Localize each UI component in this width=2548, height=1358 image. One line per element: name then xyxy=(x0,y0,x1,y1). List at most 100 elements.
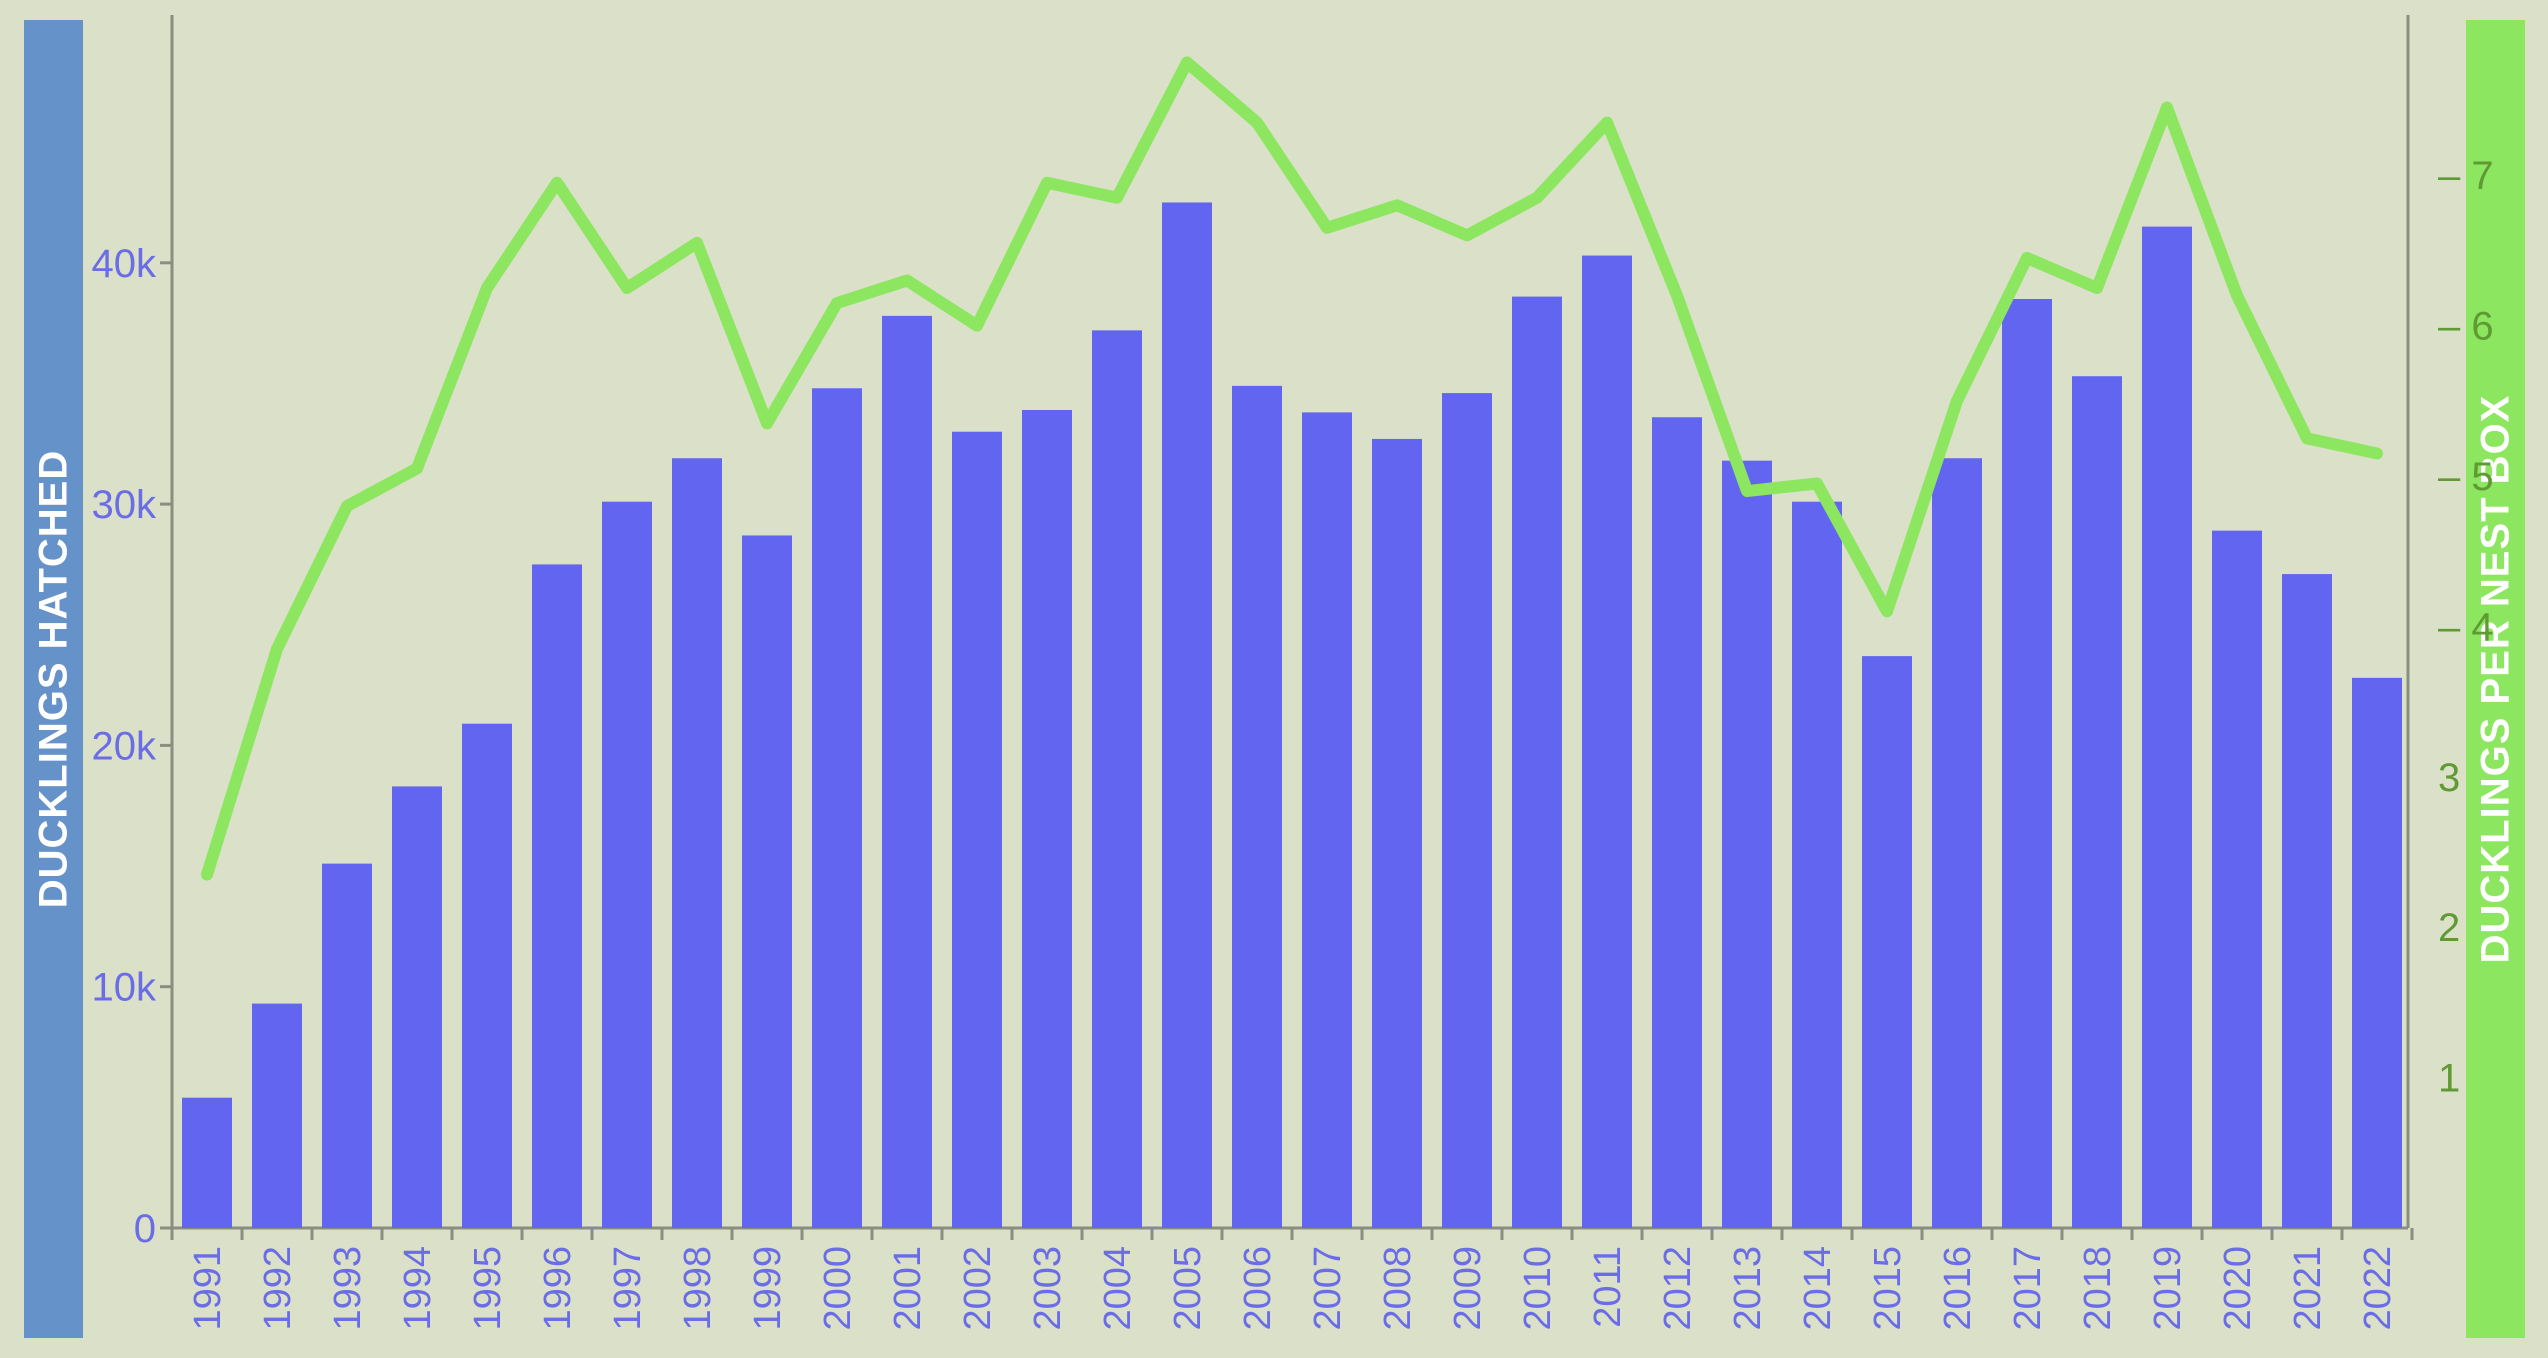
bar xyxy=(742,535,792,1228)
line-point xyxy=(696,241,698,244)
x-tick-label: 2007 xyxy=(1307,1246,1349,1331)
bar xyxy=(672,458,722,1228)
x-tick-label: 2005 xyxy=(1167,1246,1209,1331)
line-point xyxy=(1466,234,1468,237)
line-point xyxy=(416,467,418,470)
x-tick-label: 2000 xyxy=(817,1246,859,1331)
line-point xyxy=(2376,452,2378,455)
line-point xyxy=(1256,121,1258,124)
x-tick-label: 2004 xyxy=(1097,1246,1139,1331)
x-tick-label: 2001 xyxy=(887,1246,929,1331)
bar xyxy=(1442,393,1492,1228)
x-tick-label: 2022 xyxy=(2357,1246,2399,1331)
right-tick-label: – 4 xyxy=(2438,605,2494,649)
x-tick-label: 2013 xyxy=(1727,1246,1769,1331)
x-tick-label: 1995 xyxy=(467,1246,509,1331)
x-tick-label: 2021 xyxy=(2287,1246,2329,1331)
x-tick-label: 1992 xyxy=(257,1246,299,1331)
bar xyxy=(2142,226,2192,1229)
line-point xyxy=(2236,294,2238,297)
x-tick-label: 2019 xyxy=(2147,1246,2189,1331)
bar xyxy=(1862,656,1912,1228)
left-tick-label: 10k xyxy=(92,966,157,1010)
bar xyxy=(252,1003,302,1228)
bar xyxy=(1372,438,1422,1229)
right-tick-label: – 6 xyxy=(2438,305,2494,349)
bar xyxy=(532,564,582,1228)
x-tick-label: 1991 xyxy=(187,1246,229,1331)
line-point xyxy=(1816,482,1818,485)
x-tick-label: 2009 xyxy=(1447,1246,1489,1331)
line-point xyxy=(486,287,488,289)
line-point xyxy=(1956,399,1958,402)
x-tick-label: 2010 xyxy=(1517,1246,1559,1331)
line-point xyxy=(346,505,348,508)
x-tick-label: 1994 xyxy=(397,1246,439,1331)
x-tick-label: 1997 xyxy=(607,1246,649,1331)
line-point xyxy=(206,873,208,876)
line-point xyxy=(1046,181,1048,184)
bar xyxy=(1582,255,1632,1228)
line-point xyxy=(1886,610,1888,613)
line-point xyxy=(836,302,838,305)
bar xyxy=(2282,574,2332,1228)
x-tick-label: 2006 xyxy=(1237,1246,1279,1331)
line-point xyxy=(2096,287,2098,289)
line-point xyxy=(1606,121,1608,124)
bar xyxy=(1092,330,1142,1228)
bar xyxy=(2002,298,2052,1228)
x-tick-label: 2016 xyxy=(1937,1246,1979,1331)
line-point xyxy=(1746,490,1748,493)
x-tick-label: 1999 xyxy=(747,1246,789,1331)
bar xyxy=(1512,296,1562,1228)
right-tick-label: 2 xyxy=(2438,906,2460,950)
x-tick-label: 2020 xyxy=(2217,1246,2259,1331)
x-tick-label: 2011 xyxy=(1587,1246,1629,1328)
bar xyxy=(1302,412,1352,1228)
x-tick-label: 2003 xyxy=(1027,1246,1069,1331)
line-point xyxy=(2306,437,2308,440)
right-tick-label: – 7 xyxy=(2438,154,2494,198)
bar xyxy=(1162,202,1212,1229)
x-tick-label: 2015 xyxy=(1867,1246,1909,1331)
line-point xyxy=(626,287,628,289)
left-tick-label: 30k xyxy=(92,483,157,527)
right-tick-label: 3 xyxy=(2438,756,2460,800)
x-tick-label: 1998 xyxy=(677,1246,719,1331)
x-tick-label: 2012 xyxy=(1657,1246,1699,1331)
line-point xyxy=(1676,294,1678,297)
right-axis-band: DUCKLINGS PER NEST BOX xyxy=(2466,20,2525,1338)
bar xyxy=(602,501,652,1228)
left-tick-label: 0 xyxy=(134,1207,156,1251)
bar xyxy=(882,315,932,1228)
x-tick-label: 2008 xyxy=(1377,1246,1419,1331)
line-point xyxy=(976,324,978,327)
left-axis-band: DUCKLINGS HATCHED xyxy=(24,20,83,1338)
right-tick-label: – 5 xyxy=(2438,455,2494,499)
bar xyxy=(462,723,512,1228)
line-point xyxy=(1536,196,1538,199)
bar xyxy=(1792,501,1842,1228)
bar xyxy=(1722,460,1772,1228)
line-series xyxy=(201,56,2383,881)
bar xyxy=(2352,677,2402,1228)
bar xyxy=(392,786,442,1228)
x-tick-label: 1996 xyxy=(537,1246,579,1331)
left-tick-label: 40k xyxy=(92,242,157,286)
line-point xyxy=(2166,106,2168,109)
bar xyxy=(322,863,372,1228)
right-tick-label: 1 xyxy=(2438,1057,2460,1101)
line-point xyxy=(276,647,278,650)
x-tick-label: 2014 xyxy=(1797,1246,1839,1331)
bar xyxy=(1932,458,1982,1228)
x-tick-label: 2018 xyxy=(2077,1246,2119,1331)
line-point xyxy=(906,279,908,282)
line-point xyxy=(2026,256,2028,259)
bar xyxy=(1652,417,1702,1228)
line-point xyxy=(556,181,558,184)
bar xyxy=(1232,385,1282,1228)
line-point xyxy=(766,422,768,425)
line-point xyxy=(1326,226,1328,229)
